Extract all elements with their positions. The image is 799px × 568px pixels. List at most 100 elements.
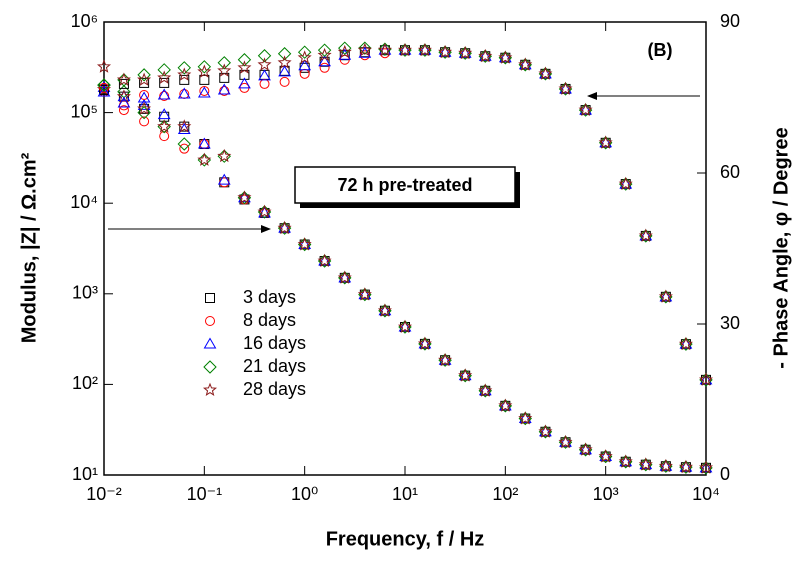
phase-point xyxy=(438,44,453,59)
phase-point xyxy=(237,60,252,74)
legend-marker xyxy=(205,293,215,303)
phase-point xyxy=(237,53,252,67)
phase-point xyxy=(458,45,473,60)
x-tick-label: 10⁻¹ xyxy=(187,484,223,504)
phase-point xyxy=(397,42,413,57)
modulus-point xyxy=(539,425,552,437)
modulus-point xyxy=(318,254,331,266)
modulus-point xyxy=(237,190,252,204)
modulus-point xyxy=(618,454,633,468)
phase-point xyxy=(418,43,432,55)
modulus-point xyxy=(338,271,352,283)
modulus-point xyxy=(297,237,312,251)
phase-point xyxy=(337,44,352,59)
modulus-point xyxy=(217,173,231,185)
modulus-point xyxy=(139,116,150,127)
phase-point xyxy=(298,59,312,71)
phase-point xyxy=(378,43,392,55)
phase-point xyxy=(618,176,633,191)
phase-point xyxy=(317,43,332,57)
phase-point xyxy=(317,47,332,62)
y2-tick-label: 0 xyxy=(720,464,730,484)
y-tick-label: 10³ xyxy=(72,283,98,303)
legend-marker xyxy=(203,360,217,374)
phase-point xyxy=(118,78,129,89)
phase-point xyxy=(117,96,131,108)
y2-tick-label: 90 xyxy=(720,11,740,31)
modulus-point xyxy=(277,220,292,235)
phase-point xyxy=(518,58,532,70)
phase-point xyxy=(299,68,310,79)
x-tick-label: 10¹ xyxy=(392,484,418,504)
phase-point xyxy=(518,57,533,71)
phase-point xyxy=(157,70,172,84)
phase-point xyxy=(338,41,352,55)
phase-point xyxy=(219,85,230,96)
phase-point xyxy=(99,82,109,93)
phase-point xyxy=(699,373,713,385)
phase-point xyxy=(217,56,231,70)
modulus-point xyxy=(116,89,131,103)
modulus-point xyxy=(377,303,392,317)
phase-point xyxy=(217,63,232,77)
phase-point xyxy=(118,105,129,116)
phase-point xyxy=(217,83,231,95)
phase-point xyxy=(199,85,210,96)
phase-point xyxy=(277,55,292,69)
modulus-point xyxy=(518,412,532,424)
modulus-point xyxy=(498,398,513,412)
modulus-point xyxy=(298,238,312,250)
phase-point xyxy=(139,77,150,88)
phase-point xyxy=(197,86,211,98)
legend-label: 28 days xyxy=(243,379,306,399)
phase-point xyxy=(458,46,472,58)
phase-point xyxy=(137,68,151,82)
modulus-point xyxy=(398,320,412,332)
modulus-point xyxy=(498,399,512,411)
phase-point xyxy=(277,47,292,61)
plot-frame xyxy=(103,21,707,476)
phase-point xyxy=(357,42,372,57)
x-tick-label: 10³ xyxy=(593,484,619,504)
y2-tick-label: 60 xyxy=(720,162,740,182)
modulus-point xyxy=(478,384,492,396)
phase-point xyxy=(97,78,111,92)
phase-point xyxy=(498,51,512,63)
panel-label: (B) xyxy=(648,40,673,60)
modulus-point xyxy=(137,98,151,110)
modulus-point xyxy=(139,103,150,114)
phase-point xyxy=(598,135,613,149)
phase-point xyxy=(478,48,493,63)
phase-point xyxy=(238,77,251,89)
modulus-point xyxy=(458,368,473,382)
phase-point xyxy=(116,72,131,86)
modulus-point xyxy=(478,383,493,397)
modulus-point xyxy=(137,101,152,115)
x-tick-label: 10⁴ xyxy=(692,484,720,504)
modulus-point xyxy=(157,108,171,120)
modulus-point xyxy=(639,458,653,470)
phase-point xyxy=(558,81,573,95)
modulus-point xyxy=(438,353,452,365)
modulus-point xyxy=(397,319,413,333)
y-axis-title: Modulus, |Z| / Ω.cm² xyxy=(18,152,40,343)
modulus-point xyxy=(417,336,432,350)
phase-point xyxy=(438,45,452,57)
phase-point xyxy=(678,336,693,351)
phase-point xyxy=(679,337,693,349)
y2-tick-label: 30 xyxy=(720,313,740,333)
label-box xyxy=(294,166,516,204)
modulus-point xyxy=(658,458,673,473)
phase-point xyxy=(177,67,192,81)
phase-point xyxy=(619,177,633,189)
modulus-point xyxy=(378,304,392,316)
phase-point xyxy=(157,63,171,77)
phase-point xyxy=(417,42,432,57)
phase-point xyxy=(96,59,112,73)
phase-point xyxy=(358,41,372,55)
phase-point xyxy=(199,74,210,85)
phase-point xyxy=(319,62,330,73)
y2-axis-title: - Phase Angle, φ / Degree xyxy=(770,127,792,368)
